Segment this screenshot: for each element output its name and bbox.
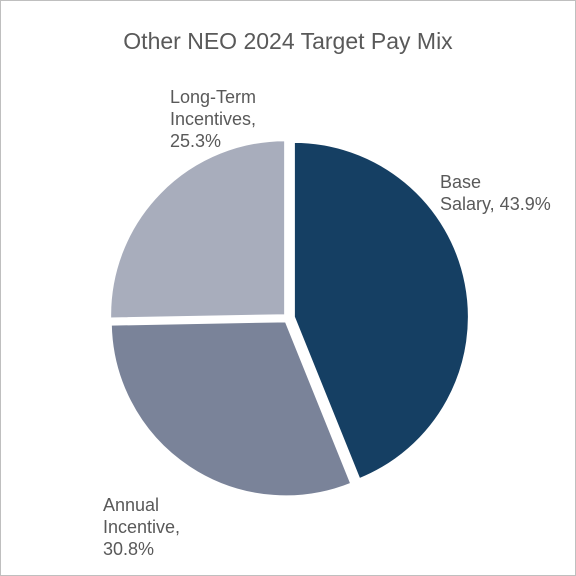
pie-slice-base-salary [292,140,470,481]
chart-title: Other NEO 2024 Target Pay Mix [123,28,453,54]
slice-label-line: 25.3% [170,131,222,151]
slice-label-line: Salary, 43.9% [440,194,551,214]
slice-label-line: Annual [103,495,160,515]
slice-label-line: Long-Term [170,87,257,107]
pie-slice-annual-incentive [109,320,353,498]
slice-label-line: Incentive, [103,517,181,537]
slice-label-line: Base [440,172,482,192]
slice-label-long-term-incentives: Long-Term Incentives, 25.3% [170,86,256,152]
slice-label-annual-incentive: Annual Incentive, 30.8% [103,494,180,560]
slice-label-line: 30.8% [103,539,155,559]
pie-slice-long-term-incentives [109,139,287,320]
slice-label-line: Incentives, [170,109,257,129]
slice-label-base-salary: Base Salary, 43.9% [440,171,551,215]
